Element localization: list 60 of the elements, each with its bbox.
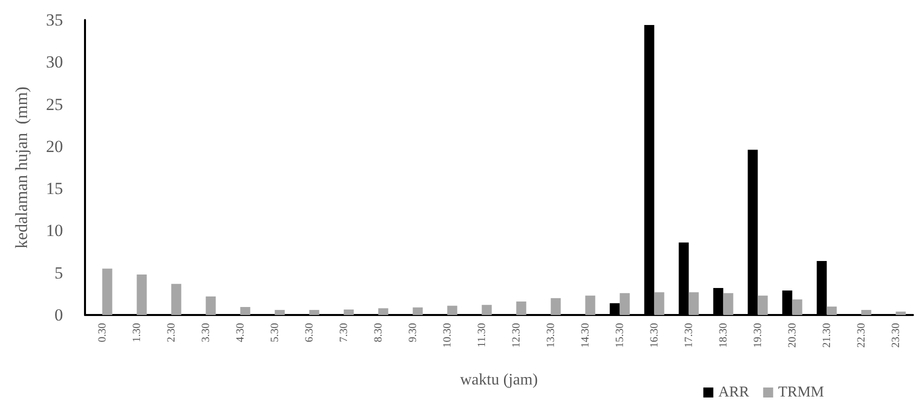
x-tick-label: 11.30: [476, 322, 488, 348]
x-tick-label: 0.30: [96, 322, 108, 342]
x-axis-title: waktu (jam): [460, 372, 538, 388]
bar: [861, 310, 872, 315]
bar: [482, 304, 492, 315]
bar: [792, 299, 802, 315]
x-tick-label: 4.30: [234, 322, 246, 342]
bar: [274, 310, 285, 315]
bar: [550, 298, 561, 315]
x-tick-label: 19.30: [752, 322, 764, 348]
x-tick-label: 21.30: [820, 322, 833, 348]
x-tick-label: 1.30: [130, 322, 143, 342]
x-tick-label: 17.30: [682, 322, 695, 348]
y-tick-label: 35: [46, 10, 63, 30]
bar: [412, 307, 423, 315]
y-tick-label: 25: [46, 94, 63, 114]
x-tick-label: 14.30: [579, 322, 592, 348]
x-tick-label: 22.30: [855, 322, 868, 348]
x-tick-label: 12.30: [510, 322, 522, 348]
bar: [896, 312, 906, 315]
y-tick-label: 30: [46, 52, 63, 72]
x-tick-label: 10.30: [441, 322, 454, 348]
x-tick-label: 23.30: [890, 322, 902, 348]
bar: [309, 310, 320, 315]
bar: [102, 268, 112, 315]
bar: [447, 306, 458, 315]
bar: [344, 310, 354, 315]
x-tick-label: 2.30: [165, 322, 178, 342]
x-tick-label: 20.30: [786, 322, 798, 348]
y-tick-label: 0: [54, 306, 63, 324]
x-tick-label: 5.30: [268, 322, 281, 342]
bar: [654, 292, 664, 315]
y-tick-label: 5: [54, 263, 63, 282]
y-axis-title: kedalaman hujan (mm): [12, 86, 31, 248]
x-tick-label: 18.30: [717, 322, 730, 348]
x-tick-label: 16.30: [648, 322, 660, 348]
x-tick-label: 13.30: [544, 322, 557, 348]
legend-label: ARR: [718, 384, 750, 400]
bar: [826, 306, 837, 315]
x-tick-label: 6.30: [303, 322, 316, 342]
x-tick-label: 8.30: [372, 322, 384, 342]
x-tick-label: 7.30: [338, 322, 350, 342]
bar: [723, 293, 734, 315]
x-tick-label: 9.30: [406, 322, 419, 342]
bar: [585, 296, 596, 315]
bar: [206, 296, 216, 315]
x-tick-label: 3.30: [200, 322, 212, 342]
bar: [620, 293, 630, 315]
bar: [240, 306, 250, 315]
bar: [171, 284, 182, 315]
bar: [378, 308, 388, 315]
y-tick-label: 10: [46, 221, 63, 240]
bar: [758, 296, 768, 315]
legend-label: TRMM: [778, 384, 824, 400]
y-tick-label: 15: [46, 179, 63, 198]
y-tick-label: 20: [46, 136, 63, 156]
bar: [688, 292, 699, 315]
bar: [136, 274, 147, 315]
bar: [516, 302, 526, 315]
x-tick-label: 15.30: [614, 322, 626, 348]
